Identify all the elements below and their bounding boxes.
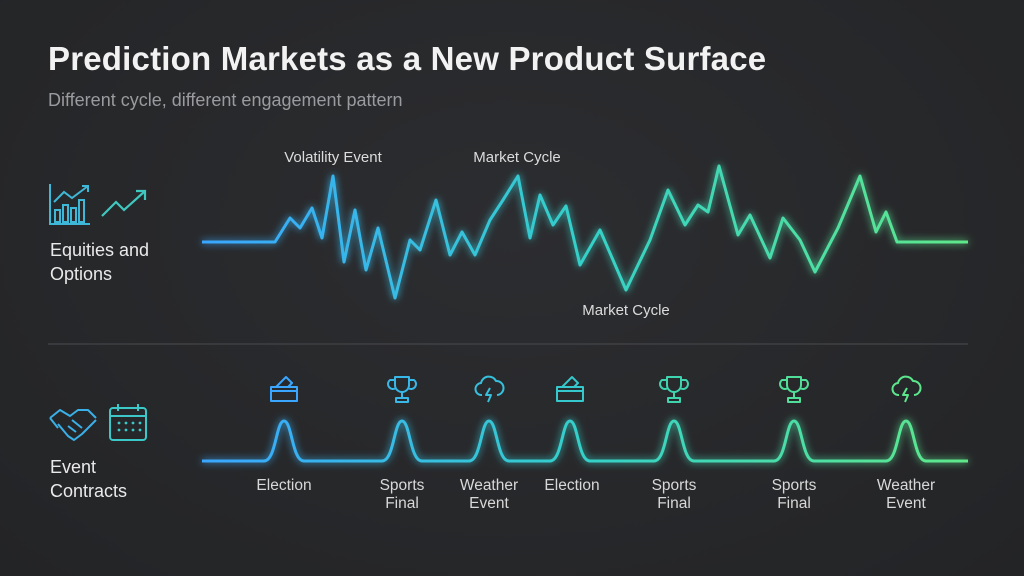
section-label: Event Contracts <box>50 457 128 501</box>
event-label: Sports Final <box>771 477 817 512</box>
handshake-icon <box>49 409 97 441</box>
title: Prediction Markets as a New Product Surf… <box>48 40 767 77</box>
weather-icon <box>474 375 505 403</box>
annotation: Market Cycle <box>473 149 561 166</box>
event-pulses <box>202 419 968 463</box>
ballot-icon <box>556 376 584 402</box>
subtitle: Different cycle, different engagement pa… <box>48 90 403 110</box>
event-label: Sports Final <box>651 477 697 512</box>
annotation: Market Cycle <box>582 302 670 319</box>
calendar-icon <box>109 404 147 441</box>
trophy-icon <box>659 376 689 403</box>
event-label: Election <box>256 477 312 494</box>
weather-icon <box>891 375 922 403</box>
event-label: Sports Final <box>379 477 425 512</box>
trophy-icon <box>779 376 809 403</box>
market-wave <box>202 164 968 300</box>
trophy-icon <box>387 376 417 403</box>
event-label: Weather Event <box>876 477 936 512</box>
annotation: Volatility Event <box>284 149 382 166</box>
section-label: Equities and Options <box>50 240 150 284</box>
event-label: Weather Event <box>459 477 519 512</box>
event-label: Election <box>544 477 600 494</box>
ballot-icon <box>270 376 298 402</box>
trend-icon <box>101 189 147 217</box>
chart-icon <box>49 184 90 225</box>
